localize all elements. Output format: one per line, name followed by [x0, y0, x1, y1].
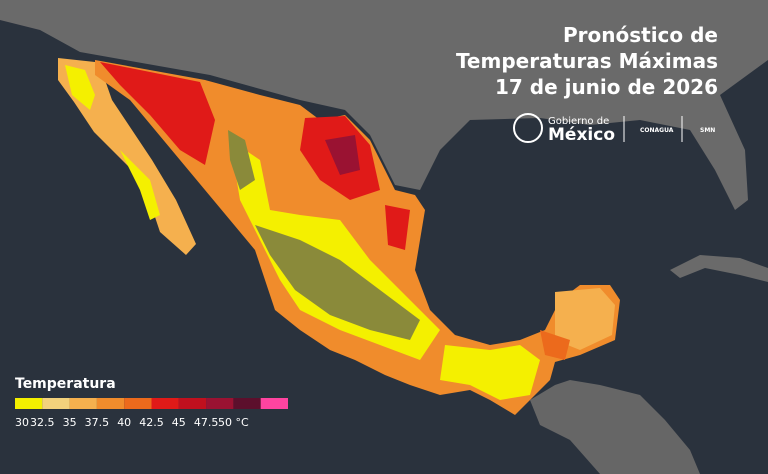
legend-label: 30 [15, 416, 29, 429]
legend-label: 42.5 [139, 416, 164, 429]
legend-swatch [178, 398, 207, 409]
highlands-olive [255, 225, 420, 340]
legend-label: 40 [117, 416, 131, 429]
yucatan [555, 288, 615, 350]
legend-swatch [15, 398, 43, 409]
legend: 30 32.5 35 37.5 40 42.5 45 47.5 50 °C [15, 398, 288, 429]
south-yellow [440, 345, 540, 400]
baja-california [58, 58, 196, 255]
seal-icon [513, 113, 543, 143]
legend-label: 47.5 [194, 416, 219, 429]
legend-label: 32.5 [30, 416, 55, 429]
sonora-hot [100, 62, 215, 165]
legend-title: Temperatura [15, 376, 116, 392]
legend-swatch [42, 398, 70, 409]
central-america-land [530, 380, 700, 474]
legend-swatch [260, 398, 288, 409]
logo-text: México [548, 125, 615, 145]
coahuila-hotter [325, 135, 360, 175]
cuba-land [670, 255, 768, 282]
legend-label: 45 [172, 416, 186, 429]
logo-text: CONAGUA [640, 127, 674, 134]
legend-swatch [69, 398, 97, 409]
legend-label: 35 [63, 416, 77, 429]
legend-swatch [151, 398, 179, 409]
mexico-mainland [95, 60, 620, 415]
title-line: 17 de junio de 2026 [495, 75, 718, 99]
legend-swatch [206, 398, 234, 409]
legend-label: 37.5 [85, 416, 110, 429]
title-line: Pronóstico de [563, 23, 718, 47]
sierra-olive [228, 130, 255, 190]
usa-land [0, 0, 768, 210]
logo-text: Gobierno de [548, 116, 609, 127]
campeche-hot [540, 330, 570, 360]
logo-text: SMN [700, 127, 715, 134]
title-line: Temperaturas Máximas [456, 49, 718, 73]
legend-swatch [124, 398, 152, 409]
legend-swatch [96, 398, 125, 409]
tamaulipas-hot [385, 205, 410, 250]
legend-swatch [233, 398, 261, 409]
legend-label: 50 °C [218, 416, 249, 429]
baja-yellow [65, 65, 160, 220]
